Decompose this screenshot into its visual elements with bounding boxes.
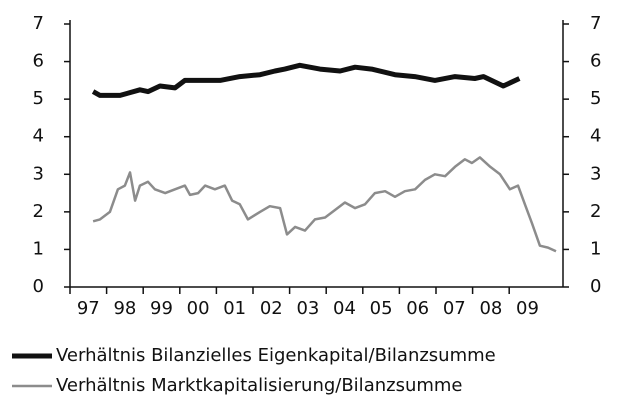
y-tick-label: 7 <box>33 13 44 34</box>
y-tick-label: 4 <box>33 126 44 147</box>
y2-tick-label: 0 <box>590 276 601 297</box>
y2-tick-label: 4 <box>590 126 601 147</box>
x-tick-label: 06 <box>406 298 429 319</box>
y-tick-label: 0 <box>33 276 44 297</box>
y-tick-label: 3 <box>33 163 44 184</box>
y2-tick-label: 7 <box>590 13 601 34</box>
x-tick-label: 05 <box>370 298 393 319</box>
y2-tick-label: 3 <box>590 163 601 184</box>
x-tick-label: 07 <box>443 298 466 319</box>
x-tick-label: 02 <box>260 298 283 319</box>
x-tick-label: 08 <box>479 298 502 319</box>
line <box>91 62 521 98</box>
legend-label: Verhältnis Bilanzielles Eigenkapital/Bil… <box>56 345 496 366</box>
y2-tick-label: 5 <box>590 88 601 109</box>
y-tick-label: 5 <box>33 88 44 109</box>
y-tick-label: 2 <box>33 201 44 222</box>
x-tick-label: 97 <box>77 298 100 319</box>
legend-label: Verhältnis Marktkapitalisierung/Bilanzsu… <box>56 375 463 396</box>
x-tick-label: 03 <box>296 298 319 319</box>
y2-tick-label: 6 <box>590 51 601 72</box>
y-tick-label: 1 <box>33 238 44 259</box>
x-tick-label: 99 <box>150 298 173 319</box>
x-tick-label: 04 <box>333 298 356 319</box>
line <box>92 156 557 253</box>
x-tick-label: 01 <box>223 298 246 319</box>
x-tick-label: 98 <box>113 298 136 319</box>
y2-tick-label: 1 <box>590 238 601 259</box>
x-tick-label: 00 <box>187 298 210 319</box>
y-tick-label: 6 <box>33 51 44 72</box>
y2-tick-label: 2 <box>590 201 601 222</box>
x-tick-label: 09 <box>516 298 539 319</box>
